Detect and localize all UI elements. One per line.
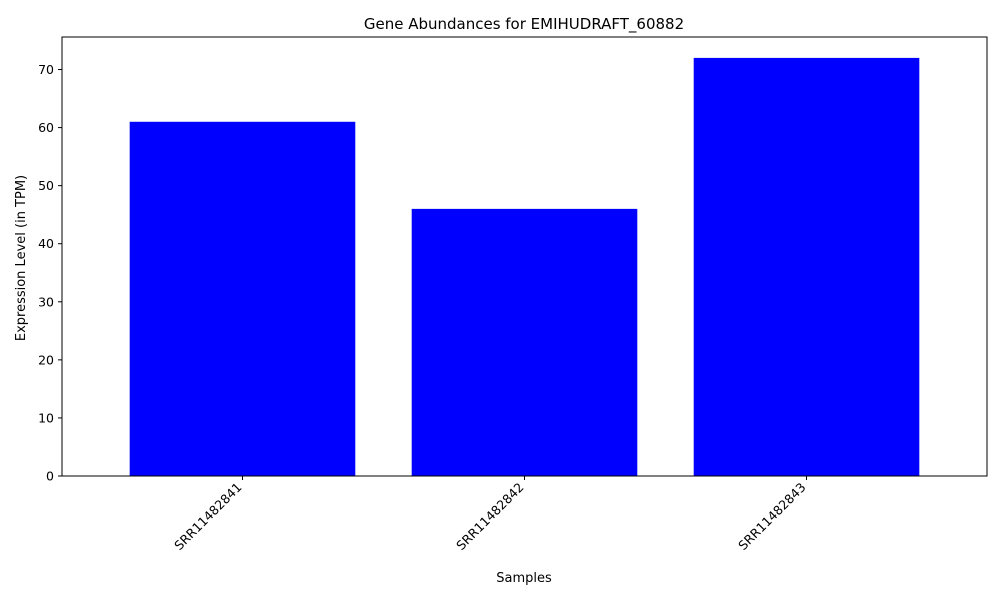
x-axis-label: Samples	[496, 571, 552, 586]
y-tick-label: 40	[38, 236, 54, 251]
y-tick-label: 0	[46, 469, 54, 484]
bar	[411, 208, 638, 476]
x-tick-label: SRR11482843	[735, 480, 808, 553]
plot-area: 0 10 20 30 40 50 60 70 SRR11482841 SRR11482842 SRR…	[38, 36, 988, 553]
y-tick-label: 50	[38, 178, 54, 193]
chart-title: Gene Abundances for EMIHUDRAFT_60882	[364, 15, 684, 34]
bar	[129, 121, 356, 476]
y-tick-label: 20	[38, 352, 54, 367]
bar	[693, 57, 920, 477]
x-tick-label: SRR11482841	[171, 480, 244, 553]
y-tick-label: 70	[38, 62, 54, 77]
y-tick-label: 30	[38, 294, 54, 309]
y-tick-label: 60	[38, 120, 54, 135]
x-tick-label: SRR11482842	[453, 480, 526, 553]
y-tick-label: 10	[38, 410, 54, 425]
y-axis-label: Expression Level (in TPM)	[14, 175, 29, 341]
